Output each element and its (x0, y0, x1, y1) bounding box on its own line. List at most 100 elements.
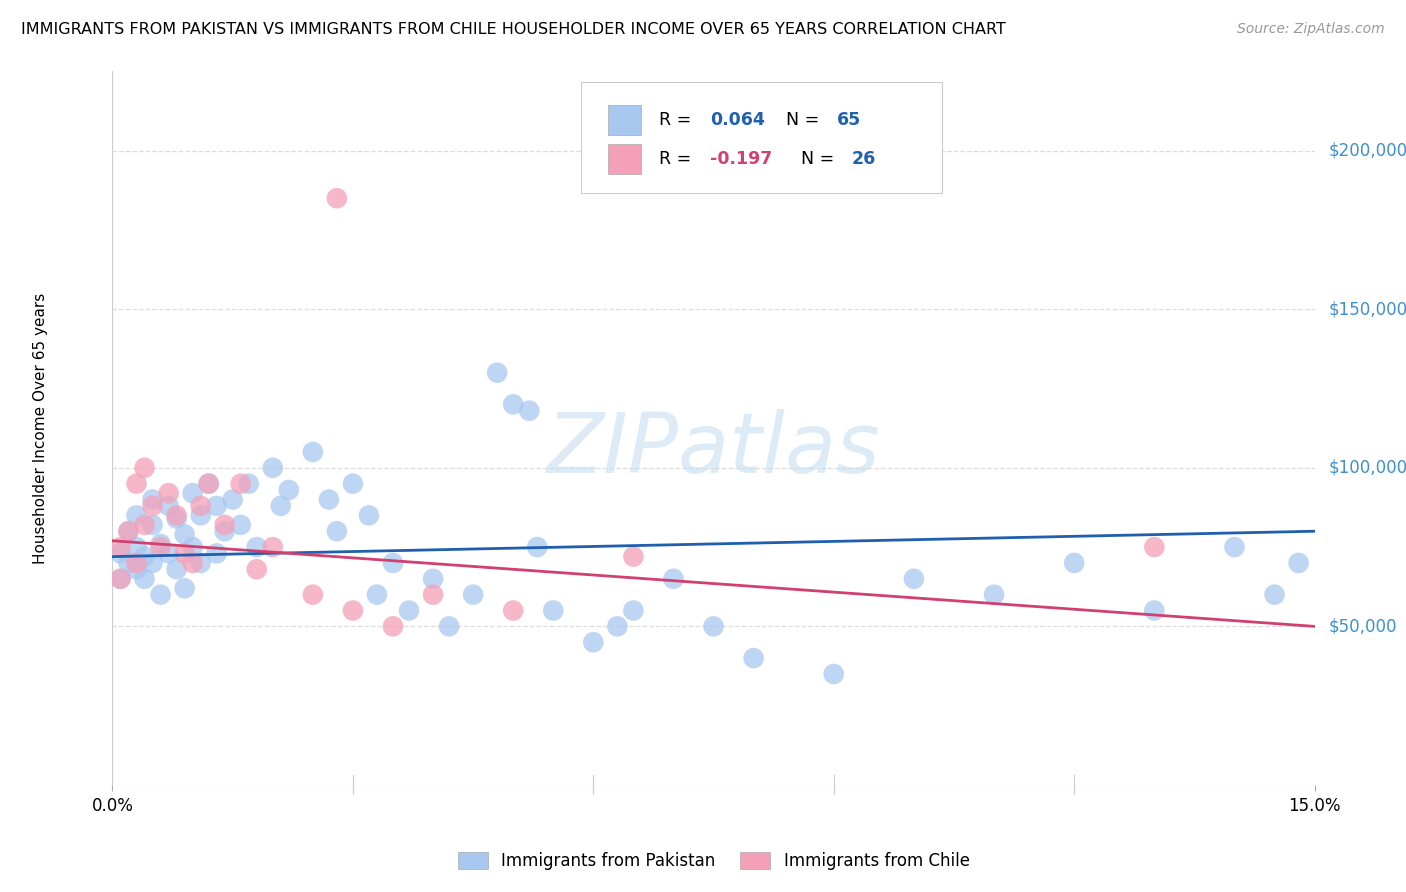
Point (543, 603, 565, 617)
Point (173, 527, 195, 541)
Text: $50,000: $50,000 (1329, 617, 1398, 635)
Point (134, 517, 156, 532)
Point (166, 508, 188, 523)
FancyBboxPatch shape (607, 105, 641, 135)
Point (357, 508, 380, 523)
Point (302, 588, 325, 602)
Point (125, 556, 148, 570)
Point (141, 499, 163, 513)
Point (110, 572, 132, 586)
Point (461, 588, 484, 602)
Point (1288, 556, 1310, 570)
Point (125, 476, 148, 491)
Point (1143, 603, 1166, 617)
Point (157, 499, 180, 513)
Point (382, 556, 405, 570)
Text: R =: R = (659, 150, 697, 168)
Point (1063, 556, 1085, 570)
Point (117, 524, 139, 539)
Point (141, 556, 163, 570)
Point (302, 445, 325, 459)
Point (422, 572, 444, 586)
Point (502, 603, 524, 617)
Text: 26: 26 (852, 150, 876, 168)
Point (214, 517, 236, 532)
Point (366, 588, 388, 602)
Point (149, 588, 172, 602)
Point (1264, 588, 1286, 602)
Point (742, 651, 765, 665)
Point (205, 499, 228, 513)
Point (662, 572, 685, 586)
Point (173, 582, 195, 596)
Point (486, 366, 509, 380)
Text: 65: 65 (838, 111, 862, 128)
Text: $200,000: $200,000 (1329, 142, 1406, 160)
Point (318, 492, 340, 507)
Point (149, 537, 172, 551)
Point (166, 511, 188, 525)
Point (117, 556, 139, 570)
Point (190, 499, 212, 513)
Point (262, 540, 284, 554)
Text: N =: N = (801, 150, 839, 168)
Point (222, 492, 245, 507)
Point (238, 476, 260, 491)
Point (229, 517, 252, 532)
Point (398, 603, 420, 617)
Point (157, 546, 180, 560)
FancyBboxPatch shape (581, 82, 942, 193)
Point (205, 546, 228, 560)
Point (502, 397, 524, 411)
Point (157, 486, 180, 500)
Point (110, 540, 132, 554)
Point (983, 588, 1005, 602)
Point (342, 476, 364, 491)
Point (134, 572, 156, 586)
Text: 0.064: 0.064 (710, 111, 765, 128)
Point (437, 619, 460, 633)
Point (246, 562, 269, 576)
Point (382, 619, 405, 633)
Point (134, 549, 156, 564)
Legend: Immigrants from Pakistan, Immigrants from Chile: Immigrants from Pakistan, Immigrants fro… (451, 845, 976, 877)
Point (1223, 540, 1246, 554)
Text: Source: ZipAtlas.com: Source: ZipAtlas.com (1237, 22, 1385, 37)
Point (197, 476, 219, 491)
Point (517, 403, 540, 417)
Point (422, 588, 444, 602)
Text: Householder Income Over 65 years: Householder Income Over 65 years (32, 293, 48, 564)
Point (621, 549, 644, 564)
Point (326, 524, 349, 539)
Point (190, 508, 212, 523)
Point (903, 572, 925, 586)
Point (270, 499, 292, 513)
Point (141, 492, 163, 507)
Point (262, 460, 284, 475)
Text: IMMIGRANTS FROM PAKISTAN VS IMMIGRANTS FROM CHILE HOUSEHOLDER INCOME OVER 65 YEA: IMMIGRANTS FROM PAKISTAN VS IMMIGRANTS F… (21, 22, 1005, 37)
Text: R =: R = (659, 111, 697, 128)
Point (326, 191, 349, 205)
Point (621, 603, 644, 617)
Point (117, 524, 139, 539)
Point (823, 667, 845, 681)
Text: $150,000: $150,000 (1329, 301, 1406, 318)
Point (166, 562, 188, 576)
FancyBboxPatch shape (607, 145, 641, 174)
Point (110, 572, 132, 586)
Point (173, 546, 195, 560)
Point (606, 619, 628, 633)
Point (1143, 540, 1166, 554)
Point (125, 562, 148, 576)
Point (110, 546, 132, 560)
Point (181, 486, 204, 500)
Point (197, 476, 219, 491)
Text: ZIPatlas: ZIPatlas (547, 409, 880, 490)
Point (134, 460, 156, 475)
Point (141, 517, 163, 532)
Point (277, 483, 299, 497)
Point (582, 635, 605, 649)
Point (190, 556, 212, 570)
Point (214, 524, 236, 539)
Point (229, 476, 252, 491)
